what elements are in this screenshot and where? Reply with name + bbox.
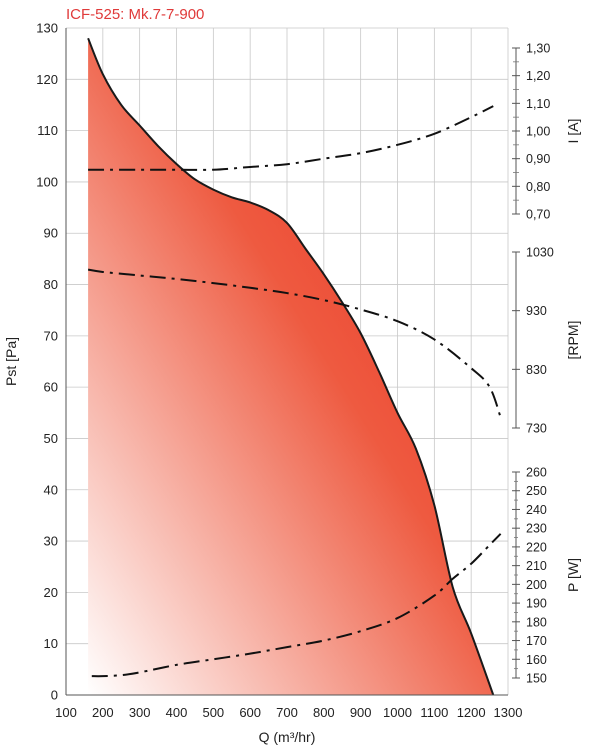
series-pst-line <box>87 37 495 696</box>
series-rpm-line <box>87 268 502 418</box>
y-tick-label: 100 <box>36 174 58 189</box>
power-tick-label: 150 <box>526 672 547 686</box>
chart-title: ICF-525: Mk.7-7-900 <box>66 6 205 23</box>
x-tick-label: 1000 <box>383 705 412 720</box>
pressure-area <box>88 38 494 696</box>
y-tick-label: 10 <box>44 636 58 651</box>
current-tick-label: 1,20 <box>526 69 550 83</box>
pst-axis-label: Pst [Pa] <box>3 337 19 386</box>
power-axis-label: P [W] <box>565 558 581 592</box>
power-tick-label: 210 <box>526 559 547 573</box>
rpm-tick-label: 1030 <box>526 246 554 260</box>
y-tick-label: 130 <box>36 21 58 36</box>
rpm-tick-label: 730 <box>526 422 547 436</box>
current-tick-label: 0,90 <box>526 152 550 166</box>
y-tick-label: 0 <box>51 688 58 703</box>
y-tick-label: 50 <box>44 431 58 446</box>
x-tick-label: 500 <box>202 705 224 720</box>
x-tick-label: 100 <box>55 705 77 720</box>
power-tick-label: 240 <box>526 503 547 517</box>
y-tick-label: 40 <box>44 482 58 497</box>
y-tick-label: 80 <box>44 277 58 292</box>
y-tick-label: 110 <box>37 123 58 138</box>
power-tick-label: 170 <box>526 634 547 648</box>
rpm-tick-label: 830 <box>526 363 547 377</box>
performance-curves <box>87 37 502 696</box>
power-tick-label: 220 <box>526 540 547 554</box>
axis-labels: 100 200 300 400 500 600 700 800 900 1000 1100 1200 1… <box>3 21 581 746</box>
y-tick-label: 70 <box>44 328 58 343</box>
y-tick-label: 120 <box>36 72 58 87</box>
x-tick-label: 1200 <box>457 705 486 720</box>
current-tick-label: 1,10 <box>526 97 550 111</box>
series-i-line <box>88 105 494 171</box>
power-tick-label: 200 <box>526 578 547 592</box>
rpm-tick-label: 930 <box>526 304 547 318</box>
x-tick-label: 900 <box>350 705 372 720</box>
x-tick-label: 400 <box>166 705 188 720</box>
y-tick-label: 30 <box>44 534 58 549</box>
x-tick-label: 1300 <box>494 705 523 720</box>
current-tick-label: 1,00 <box>526 125 550 139</box>
y-tick-label: 20 <box>44 585 58 600</box>
x-tick-label: 700 <box>276 705 298 720</box>
current-axis-label: I [A] <box>565 119 581 144</box>
power-tick-label: 180 <box>526 615 547 629</box>
x-axis-label: Q (m³/hr) <box>259 729 316 745</box>
y-tick-label: 60 <box>44 380 58 395</box>
rpm-axis-label: [RPM] <box>565 321 581 360</box>
series-p-line <box>91 533 502 678</box>
current-tick-label: 0,70 <box>526 208 550 222</box>
power-tick-label: 230 <box>526 522 547 536</box>
pressure-fill <box>88 38 494 696</box>
axes <box>65 28 520 696</box>
x-tick-label: 300 <box>129 705 151 720</box>
current-tick-label: 1,30 <box>526 42 550 56</box>
y-tick-label: 90 <box>44 226 58 241</box>
x-tick-label: 200 <box>92 705 114 720</box>
x-tick-label: 600 <box>239 705 261 720</box>
power-tick-label: 190 <box>526 597 547 611</box>
x-tick-label: 800 <box>313 705 335 720</box>
power-tick-label: 260 <box>526 466 547 480</box>
power-tick-label: 160 <box>526 653 547 667</box>
power-tick-label: 250 <box>526 484 547 498</box>
x-tick-label: 1100 <box>420 705 448 720</box>
current-tick-label: 0,80 <box>526 180 550 194</box>
